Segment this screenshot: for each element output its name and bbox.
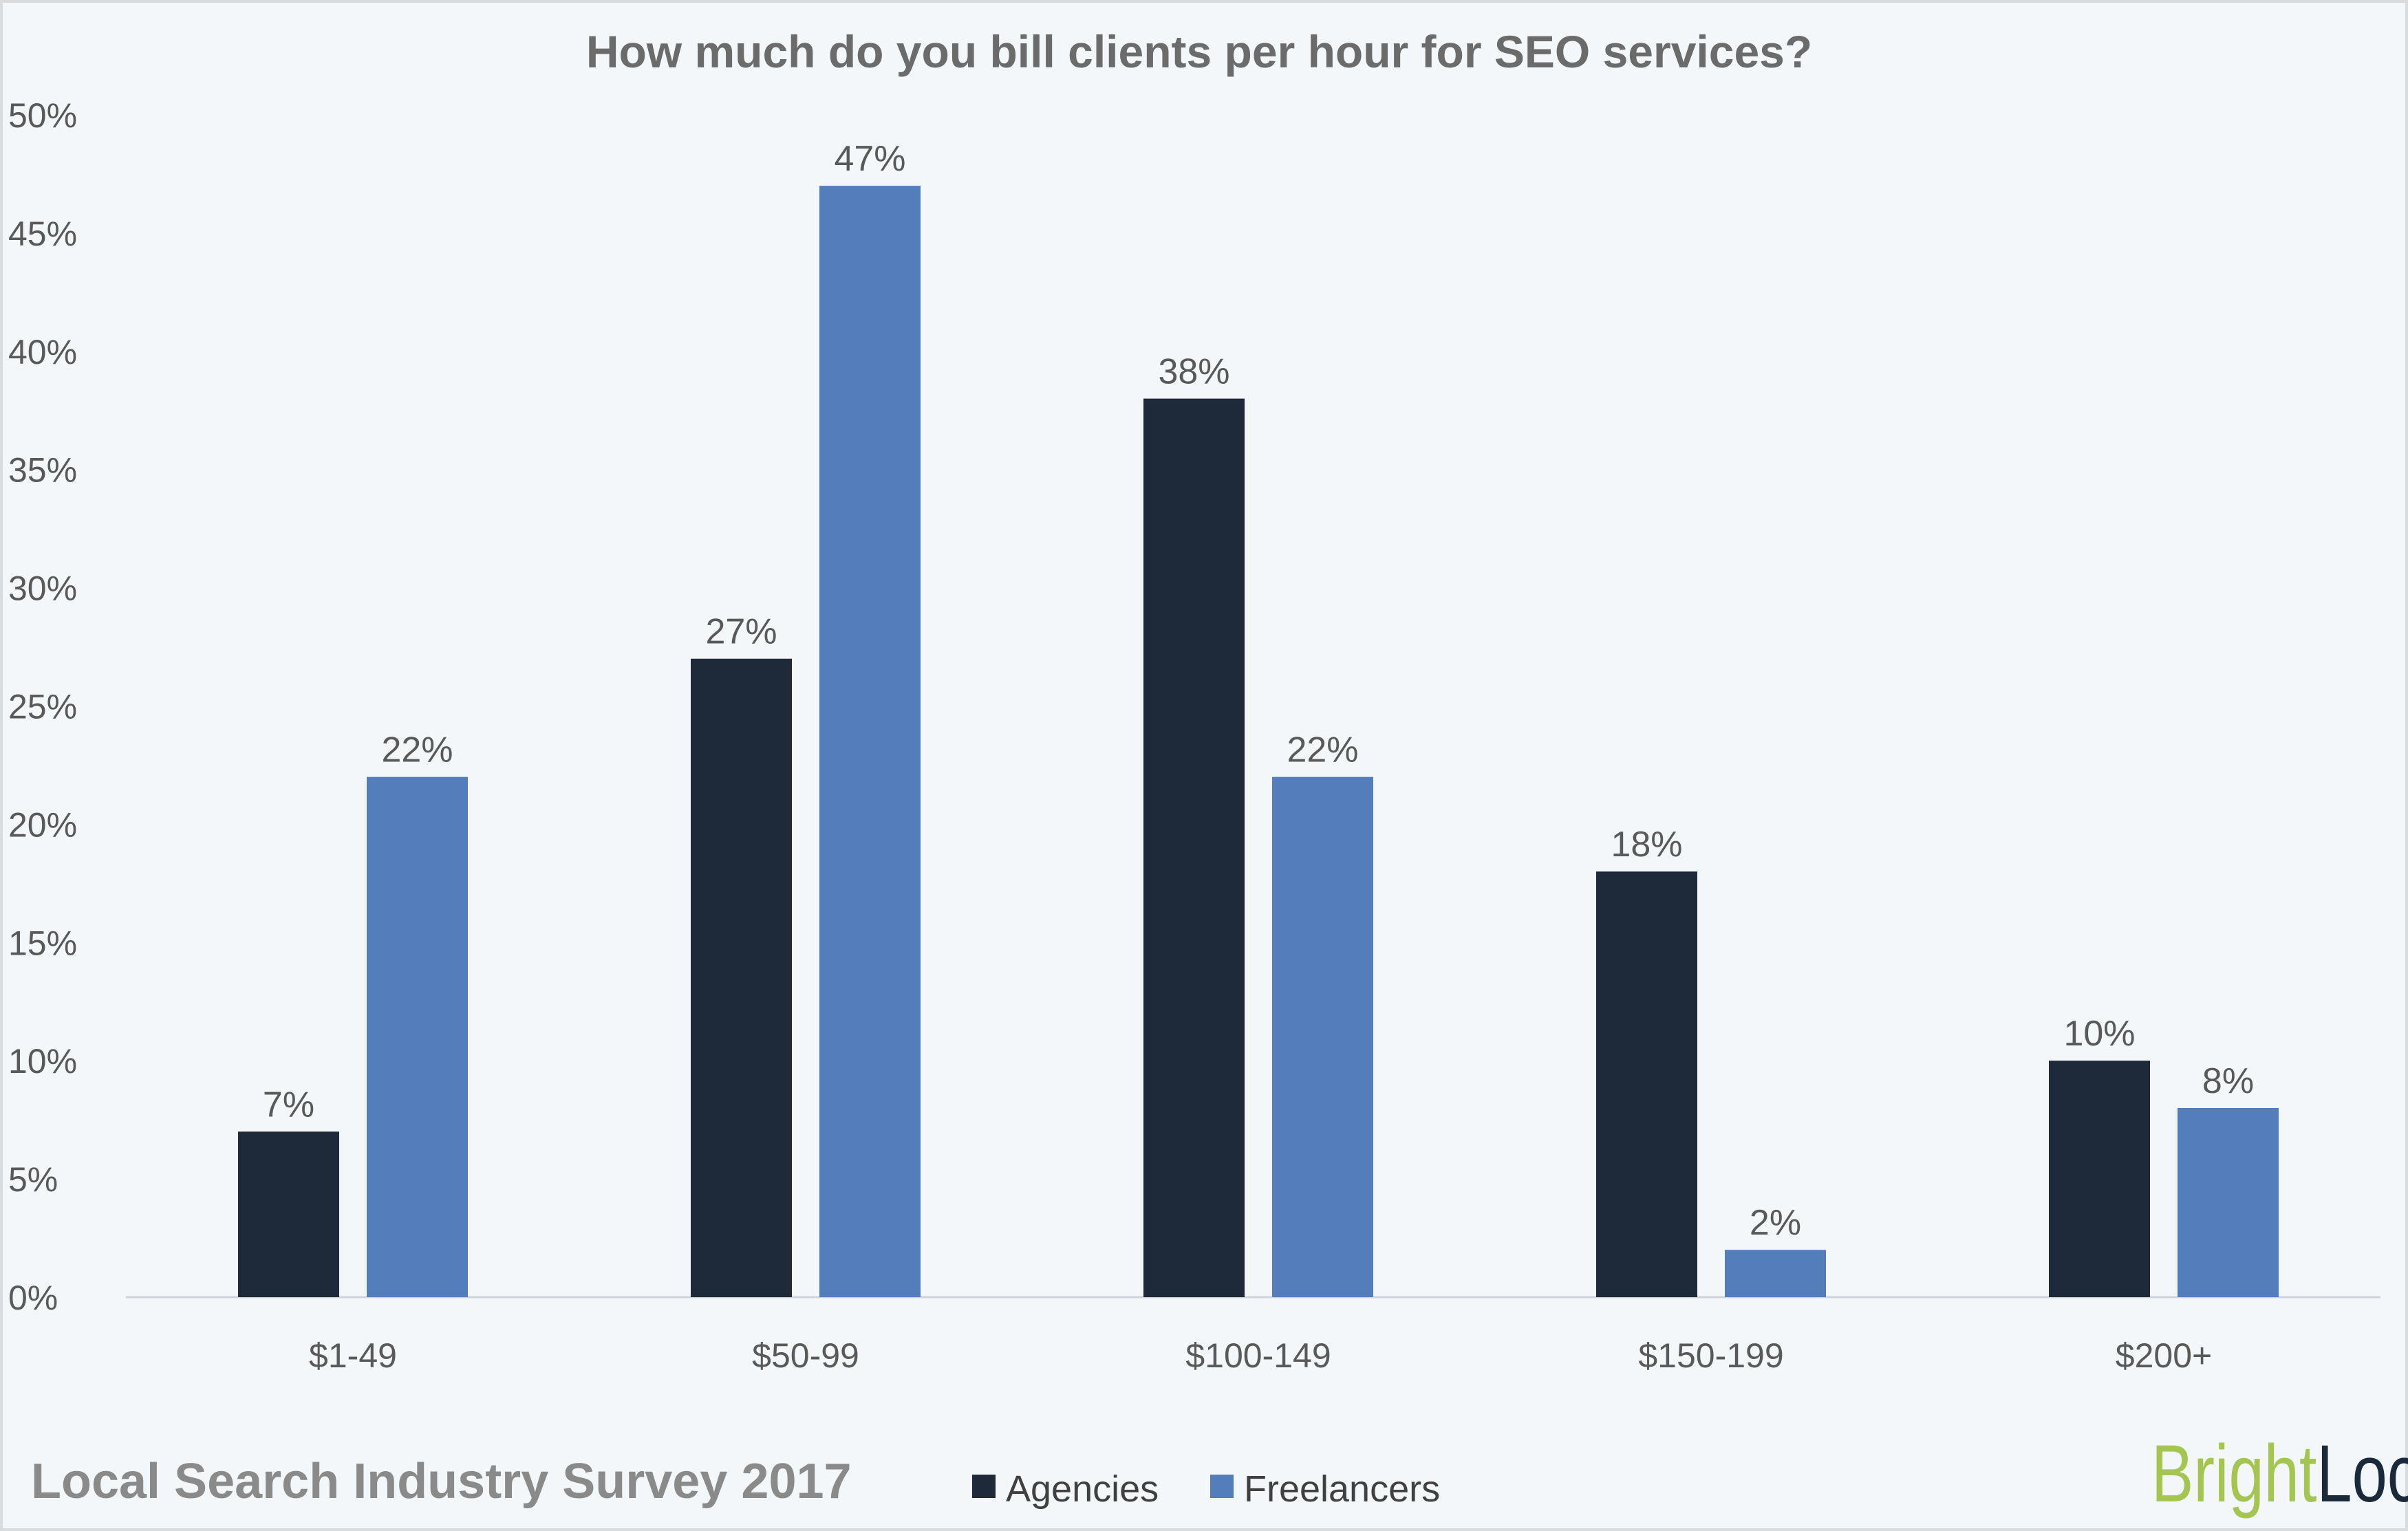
data-label: 10%	[2063, 1014, 2135, 1054]
y-tick-label: 0%	[8, 1279, 58, 1317]
bar-agencies-3	[1596, 871, 1697, 1297]
legend-swatch-freelancers	[1210, 1475, 1234, 1498]
legend-swatch-agencies	[972, 1475, 996, 1498]
y-tick-label: 35%	[8, 451, 77, 490]
bar-freelancers-1	[819, 186, 921, 1297]
x-tick-label: $1-49	[309, 1336, 397, 1375]
survey-source: Local Search Industry Survey 2017	[31, 1454, 852, 1509]
data-label: 22%	[1287, 730, 1358, 770]
legend-label-freelancers: Freelancers	[1244, 1468, 1440, 1510]
y-tick-label: 5%	[8, 1160, 58, 1199]
x-tick-label: $50-99	[752, 1336, 859, 1375]
y-tick-label: 40%	[8, 333, 77, 371]
brightlocal-logo: BrightLocal	[2151, 1429, 2408, 1519]
data-label: 47%	[834, 139, 905, 179]
bar-freelancers-0	[367, 777, 468, 1297]
data-label: 27%	[705, 612, 777, 652]
data-label: 2%	[1750, 1203, 1801, 1243]
data-label: 38%	[1158, 352, 1229, 392]
bar-agencies-0	[238, 1131, 339, 1297]
bar-freelancers-2	[1272, 777, 1373, 1297]
data-label: 22%	[381, 730, 453, 770]
bars: 7% 22% 27% 47% 38% 22% 18% 2% 10% 8%	[238, 139, 2279, 1297]
y-tick-label: 15%	[8, 924, 77, 962]
x-axis: $1-49 $50-99 $100-149 $150-199 $200+	[309, 1336, 2212, 1375]
data-label: 7%	[263, 1085, 314, 1125]
bar-agencies-1	[691, 658, 792, 1297]
y-tick-label: 50%	[8, 96, 77, 135]
x-tick-label: $150-199	[1638, 1336, 1783, 1375]
chart-title: How much do you bill clients per hour fo…	[586, 26, 1812, 77]
bar-agencies-4	[2049, 1061, 2150, 1297]
bar-agencies-2	[1143, 398, 1245, 1297]
x-tick-label: $100-149	[1185, 1336, 1331, 1375]
y-tick-label: 25%	[8, 688, 77, 726]
y-axis: 0% 5% 10% 15% 20% 25% 30% 35% 40% 45% 50%	[8, 96, 77, 1317]
data-label: 18%	[1611, 825, 1682, 865]
y-tick-label: 20%	[8, 805, 77, 844]
y-tick-label: 30%	[8, 569, 77, 608]
legend-label-agencies: Agencies	[1006, 1468, 1159, 1510]
data-label: 8%	[2202, 1061, 2254, 1101]
y-tick-label: 45%	[8, 215, 77, 253]
bar-freelancers-3	[1725, 1250, 1826, 1297]
y-tick-label: 10%	[8, 1042, 77, 1081]
logo-text: BrightLocal	[2151, 1429, 2408, 1519]
legend: Agencies Freelancers	[972, 1468, 1440, 1510]
bar-freelancers-4	[2178, 1107, 2279, 1297]
x-tick-label: $200+	[2116, 1336, 2212, 1375]
